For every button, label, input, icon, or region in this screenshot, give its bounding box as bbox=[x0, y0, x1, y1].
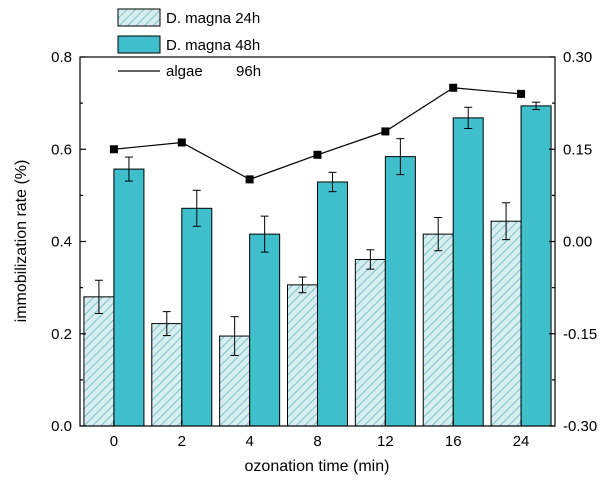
bars-layer bbox=[83, 101, 552, 427]
x-axis-ticks: 0 2 4 8 12 16 24 bbox=[110, 420, 530, 450]
bar-24h bbox=[354, 258, 386, 427]
y2-axis-ticks: -0.30 -0.15 0.00 0.15 0.30 bbox=[549, 49, 597, 435]
y-axis-title: immobilization rate (%) bbox=[13, 160, 30, 323]
algae-line-layer bbox=[109, 83, 526, 184]
legend-label-24h: D. magna 24h bbox=[166, 10, 260, 27]
x-tick-label: 8 bbox=[313, 433, 321, 450]
legend-label-48h: D. magna 48h bbox=[166, 37, 260, 54]
legend-label-algae: algae 96h bbox=[166, 63, 261, 80]
y-tick-label: 0.4 bbox=[51, 234, 72, 251]
bar-48h bbox=[520, 105, 552, 427]
algae-marker bbox=[177, 138, 186, 147]
bar-24h bbox=[287, 284, 318, 427]
bar-48h bbox=[317, 181, 348, 427]
algae-marker bbox=[313, 150, 322, 159]
x-tick-label: 24 bbox=[513, 433, 530, 450]
legend-swatch-24h bbox=[117, 8, 161, 27]
legend: D. magna 24h D. magna 48h algae 96h bbox=[117, 8, 261, 80]
y2-tick-label: -0.30 bbox=[563, 418, 597, 435]
bar-48h bbox=[249, 233, 281, 427]
y-tick-label: 0.0 bbox=[51, 418, 72, 435]
x-tick-label: 2 bbox=[178, 433, 186, 450]
y-tick-label: 0.8 bbox=[51, 49, 72, 66]
bar-48h bbox=[113, 168, 145, 427]
y2-tick-label: 0.15 bbox=[563, 141, 592, 158]
algae-marker bbox=[245, 175, 254, 184]
y-tick-label: 0.2 bbox=[51, 326, 72, 343]
algae-marker bbox=[109, 145, 118, 154]
bar-48h bbox=[181, 207, 213, 427]
x-tick-label: 16 bbox=[445, 433, 462, 450]
bar-48h bbox=[384, 156, 416, 427]
algae-marker bbox=[381, 127, 390, 136]
bar-24h bbox=[490, 220, 522, 427]
y2-tick-label: 0.30 bbox=[563, 49, 592, 66]
algae-marker bbox=[517, 89, 526, 98]
x-axis-title: ozonation time (min) bbox=[245, 458, 390, 475]
bar-24h bbox=[83, 296, 115, 427]
y2-tick-label: -0.15 bbox=[563, 326, 597, 343]
bar-24h bbox=[151, 323, 183, 427]
bar-24h bbox=[422, 233, 454, 427]
x-tick-label: 0 bbox=[110, 433, 118, 450]
y2-tick-label: 0.00 bbox=[563, 234, 592, 251]
y-axis-ticks: 0.0 0.2 0.4 0.6 0.8 bbox=[51, 49, 86, 435]
y-tick-label: 0.6 bbox=[51, 141, 72, 158]
bar-48h bbox=[452, 117, 484, 427]
legend-swatch-48h bbox=[117, 35, 161, 54]
algae-marker bbox=[449, 83, 458, 92]
x-tick-label: 4 bbox=[245, 433, 253, 450]
x-tick-label: 12 bbox=[377, 433, 394, 450]
